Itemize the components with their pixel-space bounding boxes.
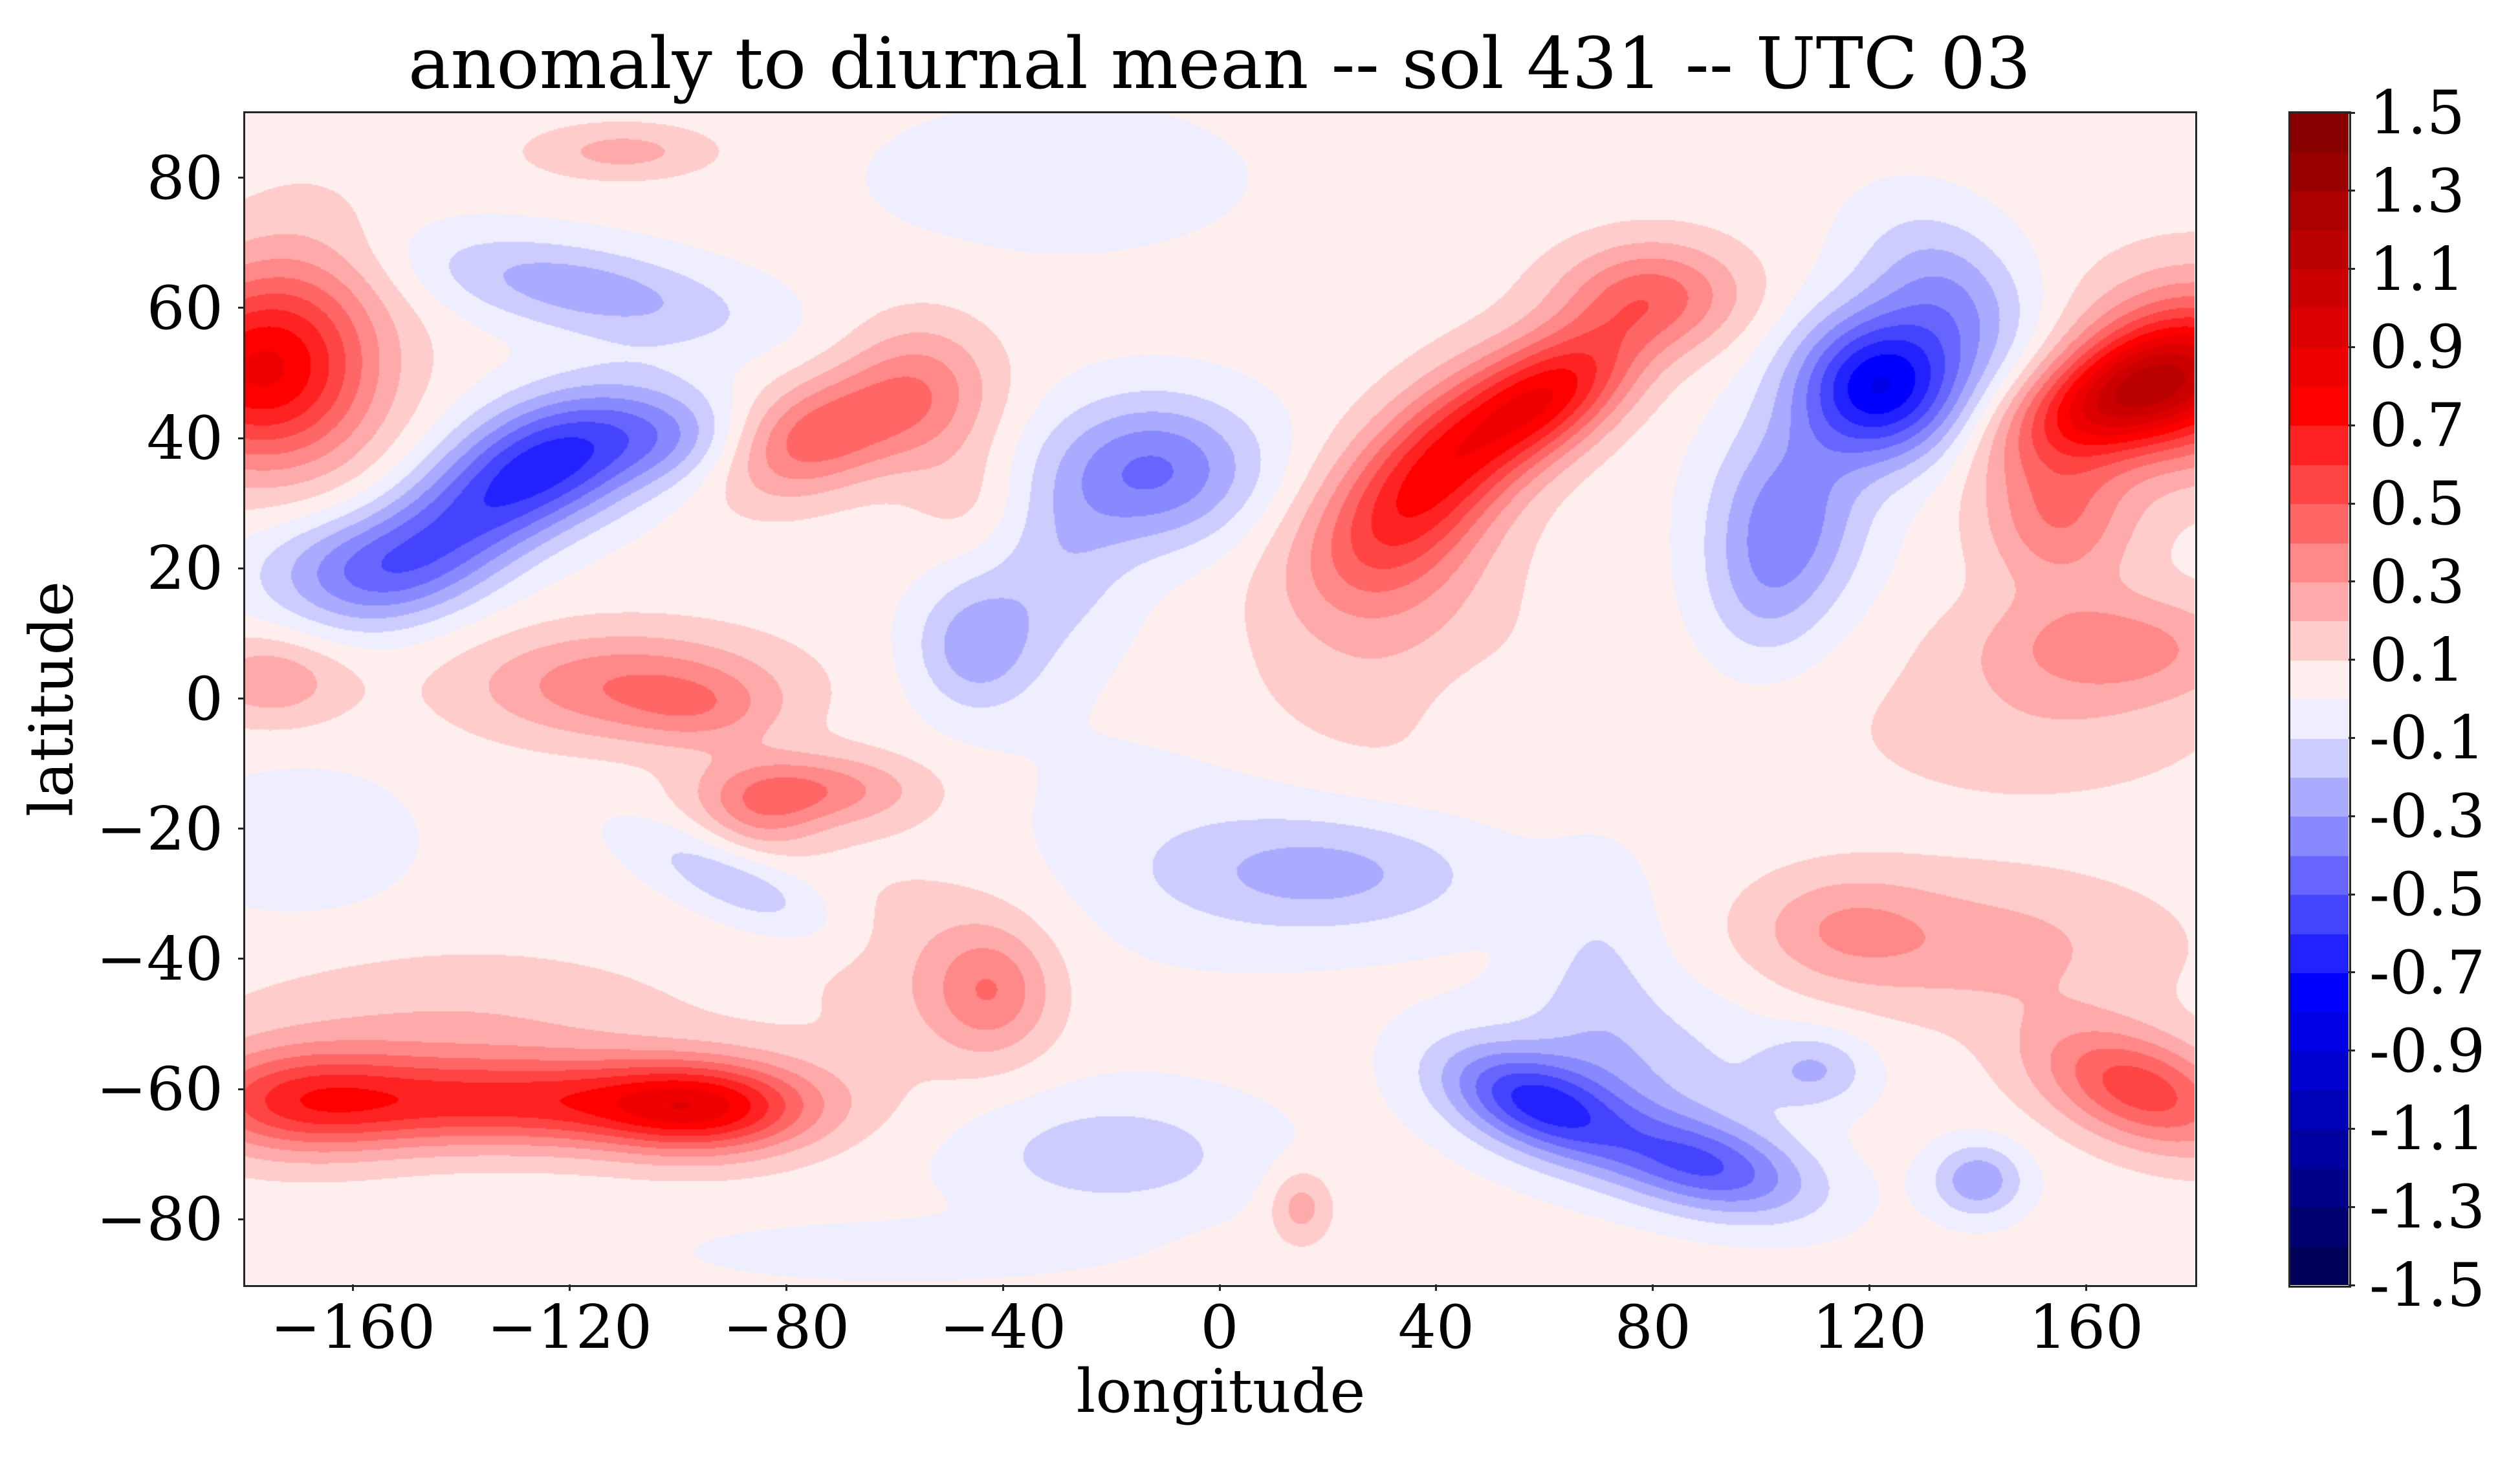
colorbar-tick-mark: [2349, 346, 2355, 348]
x-tick-mark: [1002, 1284, 1004, 1291]
y-tick-mark: [238, 567, 245, 569]
colorbar-tick-label: -0.5: [2369, 859, 2486, 929]
x-tick-label: 80: [1614, 1292, 1691, 1362]
y-tick-label: 20: [146, 533, 223, 604]
colorbar-tick-label: -0.3: [2369, 781, 2486, 852]
x-tick-label: 120: [1812, 1292, 1927, 1362]
contour-field: [245, 113, 2195, 1284]
colorbar-tick-mark: [2349, 736, 2355, 739]
colorbar-tick-mark: [2349, 190, 2355, 192]
y-tick-label: 40: [146, 403, 223, 474]
colorbar-tick-label: 1.1: [2369, 234, 2465, 304]
colorbar-tick-label: -1.5: [2369, 1250, 2486, 1320]
y-axis-label: latitude: [16, 580, 87, 817]
y-tick-label: −20: [96, 793, 223, 864]
x-tick-mark: [1218, 1284, 1221, 1291]
x-axis-label: longitude: [1076, 1356, 1366, 1426]
colorbar-tick-label: -0.1: [2369, 703, 2486, 773]
chart-title: anomaly to diurnal mean -- sol 431 -- UT…: [408, 22, 2032, 105]
colorbar-tick-mark: [2349, 815, 2355, 817]
y-tick-label: 80: [146, 142, 223, 213]
colorbar-tick-mark: [2349, 1284, 2355, 1286]
x-tick-label: 0: [1200, 1292, 1239, 1362]
colorbar-tick-mark: [2349, 580, 2355, 583]
y-tick-mark: [238, 307, 245, 309]
y-tick-mark: [238, 958, 245, 960]
colorbar-tick-mark: [2349, 268, 2355, 270]
x-tick-mark: [785, 1284, 787, 1291]
colorbar-tick-mark: [2349, 502, 2355, 505]
x-tick-mark: [2085, 1284, 2088, 1291]
colorbar-tick-label: 0.3: [2369, 546, 2465, 617]
y-tick-label: 60: [146, 272, 223, 343]
x-tick-mark: [1435, 1284, 1438, 1291]
colorbar-tick-mark: [2349, 1050, 2355, 1052]
y-tick-mark: [238, 437, 245, 439]
x-tick-label: −80: [723, 1292, 850, 1362]
y-tick-label: 0: [184, 663, 223, 734]
x-tick-label: 160: [2028, 1292, 2144, 1362]
x-tick-mark: [1652, 1284, 1654, 1291]
y-tick-mark: [238, 1088, 245, 1090]
y-tick-mark: [238, 1218, 245, 1220]
colorbar-tick-label: 0.9: [2369, 312, 2465, 382]
colorbar-tick-mark: [2349, 971, 2355, 974]
colorbar-tick-label: -0.9: [2369, 1015, 2486, 1086]
x-tick-mark: [568, 1284, 571, 1291]
y-tick-mark: [238, 698, 245, 699]
colorbar-tick-mark: [2349, 659, 2355, 661]
x-tick-label: −40: [939, 1292, 1067, 1362]
colorbar-tick-label: -1.3: [2369, 1172, 2486, 1242]
colorbar-tick-label: 1.3: [2369, 155, 2465, 226]
x-tick-label: 40: [1397, 1292, 1475, 1362]
x-tick-mark: [351, 1284, 354, 1291]
colorbar-tick-label: 1.5: [2369, 78, 2465, 148]
y-tick-label: −80: [96, 1184, 223, 1255]
colorbar-tick-label: 0.1: [2369, 624, 2465, 695]
colorbar-tick-mark: [2349, 111, 2355, 114]
colorbar-tick-mark: [2349, 1127, 2355, 1130]
y-tick-label: −40: [96, 923, 223, 994]
colorbar: [2290, 113, 2349, 1285]
x-tick-mark: [1868, 1284, 1871, 1291]
y-tick-mark: [238, 177, 245, 179]
x-tick-label: −160: [270, 1292, 436, 1362]
colorbar-tick-label: 0.5: [2369, 468, 2465, 538]
colorbar-tick-mark: [2349, 424, 2355, 426]
y-tick-mark: [238, 828, 245, 830]
colorbar-tick-label: 0.7: [2369, 390, 2465, 461]
colorbar-tick-mark: [2349, 1205, 2355, 1208]
y-tick-label: −60: [96, 1054, 223, 1125]
x-tick-label: −120: [487, 1292, 653, 1362]
colorbar-tick-label: -1.1: [2369, 1094, 2486, 1164]
colorbar-tick-label: -0.7: [2369, 937, 2486, 1007]
colorbar-tick-mark: [2349, 893, 2355, 896]
